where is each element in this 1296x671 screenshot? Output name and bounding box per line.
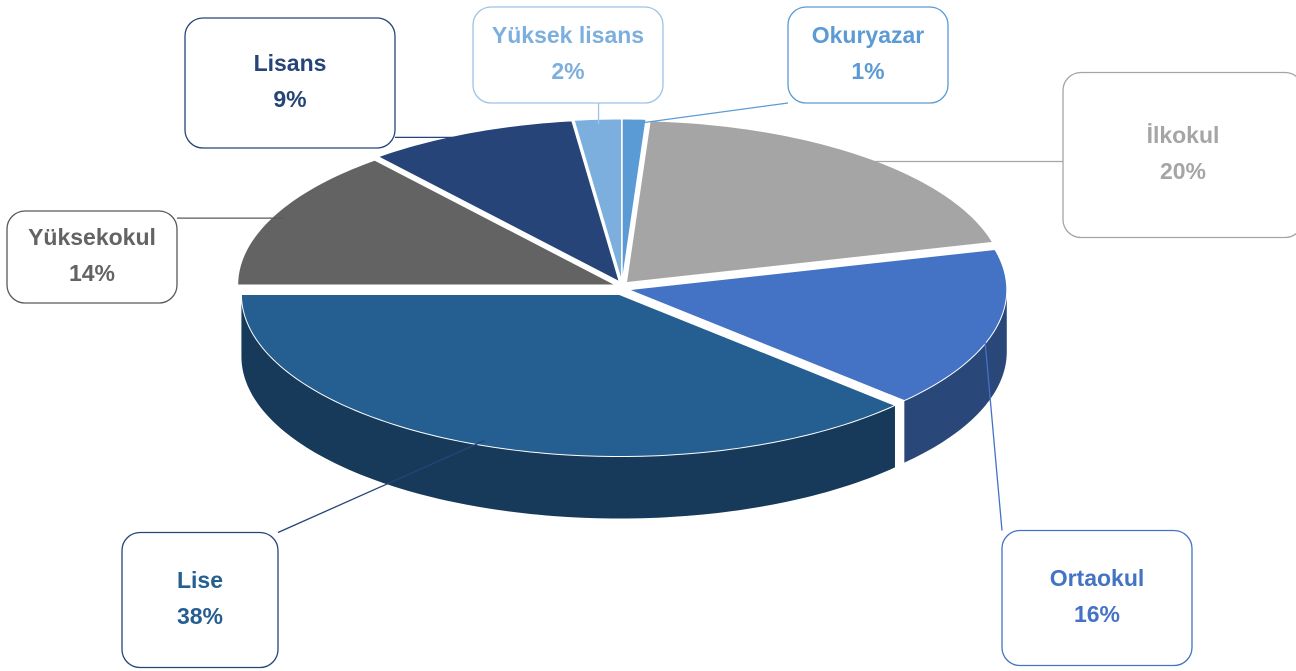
slice-side	[904, 289, 1007, 463]
slice	[240, 294, 897, 458]
slice-sides	[241, 289, 1007, 519]
slice	[573, 118, 623, 282]
callout-box	[472, 6, 664, 104]
callout-box	[6, 210, 178, 304]
value-label: 20%	[1160, 158, 1206, 184]
callout-box	[787, 6, 949, 104]
slice-side	[241, 294, 895, 519]
category-label: Ortaokul	[1050, 565, 1145, 591]
value-label: 1%	[851, 58, 884, 84]
category-label: Lisans	[254, 50, 327, 76]
category-label: Yüksek lisans	[492, 22, 644, 48]
slice	[621, 118, 647, 282]
value-label: 14%	[69, 260, 115, 286]
callout-box	[1062, 71, 1296, 239]
slice	[377, 120, 621, 283]
value-label: 2%	[551, 58, 584, 84]
category-label: Okuryazar	[812, 22, 925, 48]
callout-box	[184, 17, 396, 149]
slice	[625, 120, 994, 284]
value-label: 16%	[1074, 601, 1120, 627]
slice	[628, 248, 1008, 402]
callout-box	[121, 531, 279, 669]
leader-line	[277, 440, 485, 534]
callout-box	[1001, 529, 1193, 667]
slice-tops	[237, 118, 1008, 458]
slice	[237, 159, 616, 286]
leader-line	[633, 102, 789, 125]
category-label: İlkokul	[1147, 122, 1220, 148]
leader-line	[983, 328, 1003, 531]
category-label: Yüksekokul	[28, 224, 156, 250]
category-label: Lise	[177, 567, 223, 593]
value-label: 9%	[273, 86, 306, 112]
value-label: 38%	[177, 603, 223, 629]
